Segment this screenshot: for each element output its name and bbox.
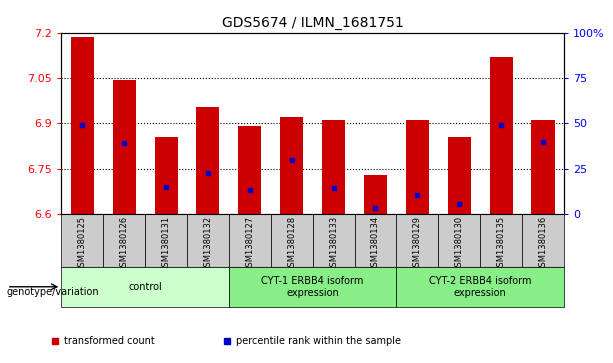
Text: GSM1380132: GSM1380132	[204, 216, 213, 272]
Bar	[280, 117, 303, 214]
Text: GSM1380128: GSM1380128	[287, 216, 296, 272]
Bar	[271, 214, 313, 267]
Bar	[322, 121, 345, 214]
Text: GSM1380133: GSM1380133	[329, 216, 338, 272]
Bar	[354, 214, 397, 267]
Bar	[364, 175, 387, 214]
Text: GSM1380130: GSM1380130	[455, 216, 464, 272]
Bar	[229, 214, 271, 267]
Bar	[61, 267, 229, 307]
Bar	[397, 214, 438, 267]
Bar	[397, 267, 564, 307]
Bar	[447, 137, 471, 214]
Title: GDS5674 / ILMN_1681751: GDS5674 / ILMN_1681751	[222, 16, 403, 30]
Text: CYT-2 ERBB4 isoform
expression: CYT-2 ERBB4 isoform expression	[429, 276, 531, 298]
Text: GSM1380127: GSM1380127	[245, 216, 254, 272]
Text: genotype/variation: genotype/variation	[6, 287, 99, 297]
Bar	[145, 214, 187, 267]
Bar	[103, 214, 145, 267]
Bar	[480, 214, 522, 267]
Text: percentile rank within the sample: percentile rank within the sample	[236, 336, 401, 346]
Text: GSM1380135: GSM1380135	[497, 216, 506, 272]
Bar	[187, 214, 229, 267]
Bar	[490, 57, 512, 214]
Bar	[406, 121, 429, 214]
Bar	[70, 37, 94, 214]
Bar	[196, 107, 219, 214]
Text: GSM1380134: GSM1380134	[371, 216, 380, 272]
Text: GSM1380136: GSM1380136	[538, 216, 547, 272]
Text: CYT-1 ERBB4 isoform
expression: CYT-1 ERBB4 isoform expression	[261, 276, 364, 298]
Bar	[522, 214, 564, 267]
Text: GSM1380125: GSM1380125	[78, 216, 87, 272]
Text: GSM1380129: GSM1380129	[413, 216, 422, 272]
Text: control: control	[128, 282, 162, 292]
Text: GSM1380126: GSM1380126	[120, 216, 129, 272]
Bar	[531, 121, 555, 214]
Bar	[61, 214, 103, 267]
Bar	[313, 214, 354, 267]
Bar	[238, 126, 261, 214]
Text: GSM1380131: GSM1380131	[161, 216, 170, 272]
Bar	[113, 79, 135, 214]
Text: transformed count: transformed count	[64, 336, 155, 346]
Bar	[438, 214, 480, 267]
Bar	[154, 137, 178, 214]
Bar	[229, 267, 397, 307]
